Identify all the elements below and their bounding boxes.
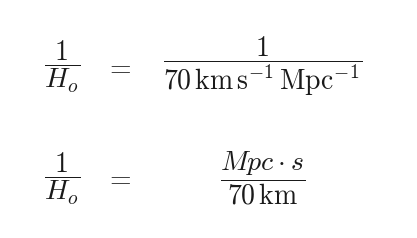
Text: $\dfrac{1}{70\,\mathrm{km}\,\mathrm{s}^{-1}\,\mathrm{Mpc}^{-1}}$: $\dfrac{1}{70\,\mathrm{km}\,\mathrm{s}^{…	[163, 35, 362, 98]
Text: $\dfrac{1}{H_o}$: $\dfrac{1}{H_o}$	[45, 39, 80, 95]
Text: $=$: $=$	[106, 53, 132, 81]
Text: $\dfrac{1}{H_o}$: $\dfrac{1}{H_o}$	[45, 150, 80, 207]
Text: $\dfrac{\mathit{Mpc} \cdot s}{70\,\mathrm{km}}$: $\dfrac{\mathit{Mpc} \cdot s}{70\,\mathr…	[220, 150, 305, 207]
Text: $=$: $=$	[106, 164, 132, 193]
